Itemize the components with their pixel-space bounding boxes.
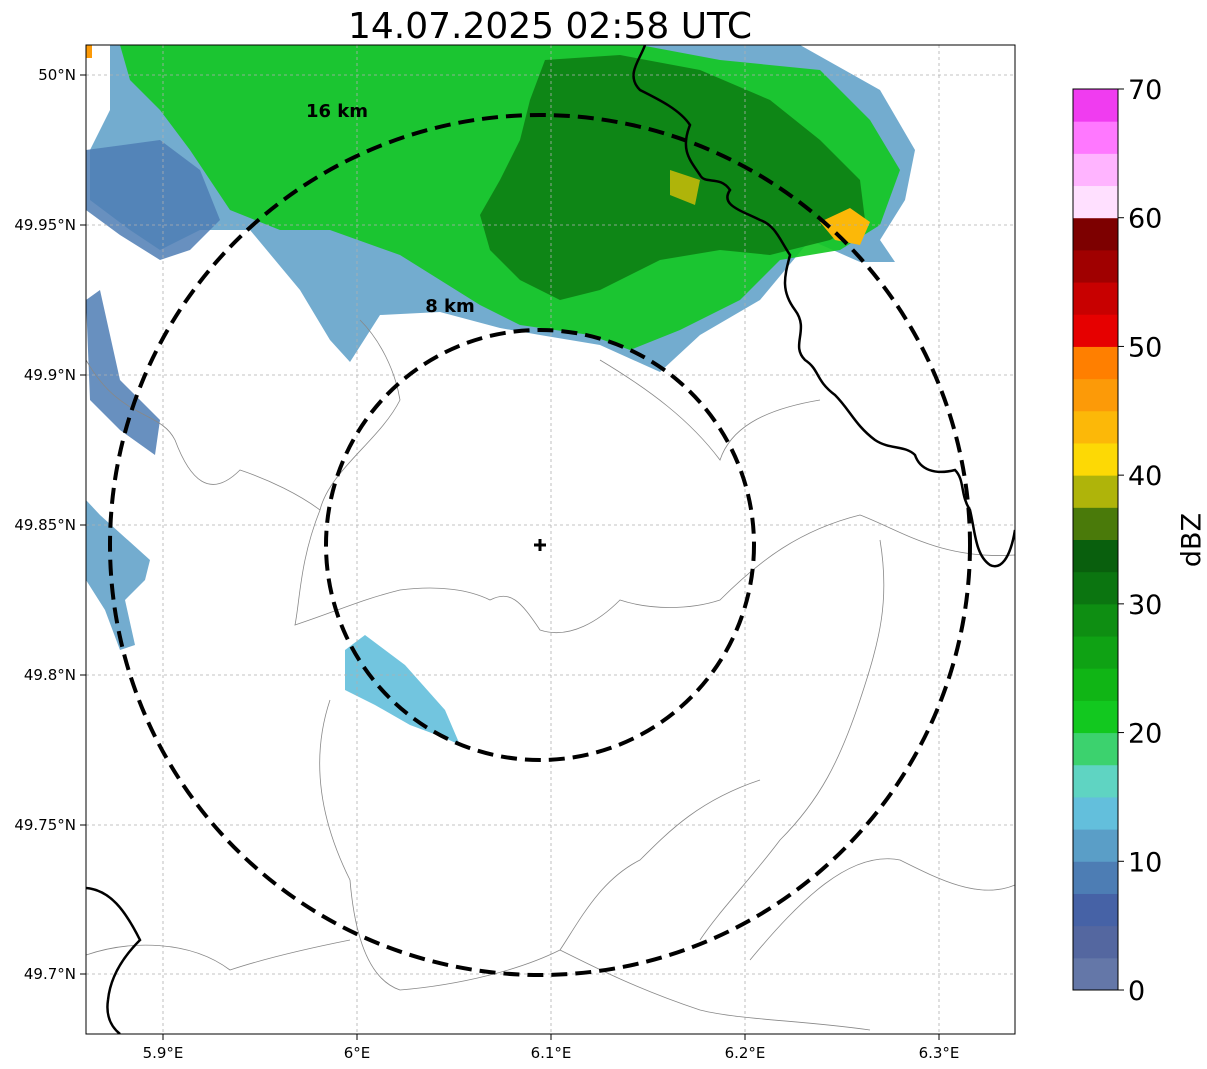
y-axis	[80, 74, 86, 975]
colorbar-swatch	[1073, 249, 1118, 283]
colorbar-swatch	[1073, 764, 1118, 798]
gridlines	[86, 45, 1015, 1034]
colorbar-tick-label: 20	[1128, 719, 1162, 750]
colorbar-swatch	[1073, 732, 1118, 766]
colorbar-swatch	[1073, 314, 1118, 347]
colorbar-swatches	[1073, 89, 1118, 991]
colorbar-frame	[1072, 88, 1119, 991]
colorbar-swatch	[1073, 378, 1118, 412]
colorbar-swatch	[1073, 121, 1118, 154]
colorbar-tick-label: 40	[1128, 461, 1162, 492]
x-tick-label: 6.3°E	[919, 1044, 960, 1062]
echo-olive-cell	[670, 170, 700, 205]
x-axis	[162, 1034, 940, 1040]
echo-layer	[86, 45, 915, 745]
range-rings	[108, 113, 972, 977]
colorbar-label: dBZ	[1177, 513, 1207, 567]
colorbar-swatch	[1073, 89, 1118, 122]
colorbar-swatch	[1073, 893, 1118, 927]
range-ring-label-16km: 16 km	[306, 101, 368, 122]
colorbar-swatch	[1073, 442, 1118, 476]
y-tick-label: 49.8°N	[24, 666, 76, 684]
colorbar-swatch	[1073, 571, 1118, 605]
colorbar-ticks: 0 10 20 30 40 50 60 70	[1118, 75, 1162, 1007]
x-tick-label: 6.1°E	[531, 1044, 572, 1062]
echo-strip-southcentral	[345, 635, 460, 745]
country-borders	[86, 45, 1015, 1034]
map-area: 16 km 8 km	[86, 45, 1015, 1034]
echo-edge-blue-west	[86, 140, 220, 260]
colorbar-swatch	[1073, 829, 1118, 862]
range-ring-8km	[324, 328, 756, 762]
colorbar-swatch	[1073, 539, 1118, 573]
colorbar-swatch	[1073, 410, 1118, 444]
colorbar-swatch	[1073, 217, 1118, 251]
colorbar-swatch	[1073, 282, 1118, 315]
y-tick-label: 49.95°N	[14, 216, 76, 234]
y-tick-label: 50°N	[38, 66, 76, 84]
colorbar-swatch	[1073, 957, 1118, 991]
echo-orange-corner	[86, 45, 92, 58]
colorbar-swatch	[1073, 603, 1118, 637]
colorbar-swatch	[1073, 700, 1118, 734]
colorbar-swatch	[1073, 507, 1118, 540]
y-tick-label: 49.7°N	[24, 965, 76, 983]
figure-title: 14.07.2025 02:58 UTC	[348, 6, 752, 47]
x-tick-label: 6.2°E	[725, 1044, 766, 1062]
colorbar-tick-label: 30	[1128, 590, 1162, 621]
colorbar-tick-label: 70	[1128, 75, 1162, 106]
colorbar-swatch	[1073, 925, 1118, 959]
x-tick-label: 5.9°E	[143, 1044, 184, 1062]
echo-strip-west	[86, 290, 160, 455]
echo-small-west	[86, 500, 150, 650]
colorbar-tick-label: 10	[1128, 847, 1162, 878]
y-tick-label: 49.75°N	[14, 816, 76, 834]
x-tick-label: 6°E	[344, 1044, 371, 1062]
radar-site-marker	[534, 539, 546, 551]
range-ring-label-8km: 8 km	[425, 296, 475, 317]
y-tick-label: 49.85°N	[14, 516, 76, 534]
y-tick-label: 49.9°N	[24, 366, 76, 384]
colorbar-tick-label: 60	[1128, 204, 1162, 235]
colorbar-tick-label: 0	[1128, 976, 1145, 1007]
colorbar-tick-label: 50	[1128, 332, 1162, 363]
echo-yellow-cell	[820, 208, 870, 245]
colorbar-swatch	[1073, 153, 1118, 187]
colorbar-swatch	[1073, 185, 1118, 219]
colorbar-swatch	[1073, 861, 1118, 894]
colorbar-swatch	[1073, 346, 1118, 380]
colorbar-swatch	[1073, 668, 1118, 701]
colorbar-swatch	[1073, 636, 1118, 669]
colorbar-swatch	[1073, 796, 1118, 830]
admin-boundaries	[86, 319, 1015, 1031]
colorbar-swatch	[1073, 475, 1118, 508]
range-ring-16km	[108, 113, 972, 977]
